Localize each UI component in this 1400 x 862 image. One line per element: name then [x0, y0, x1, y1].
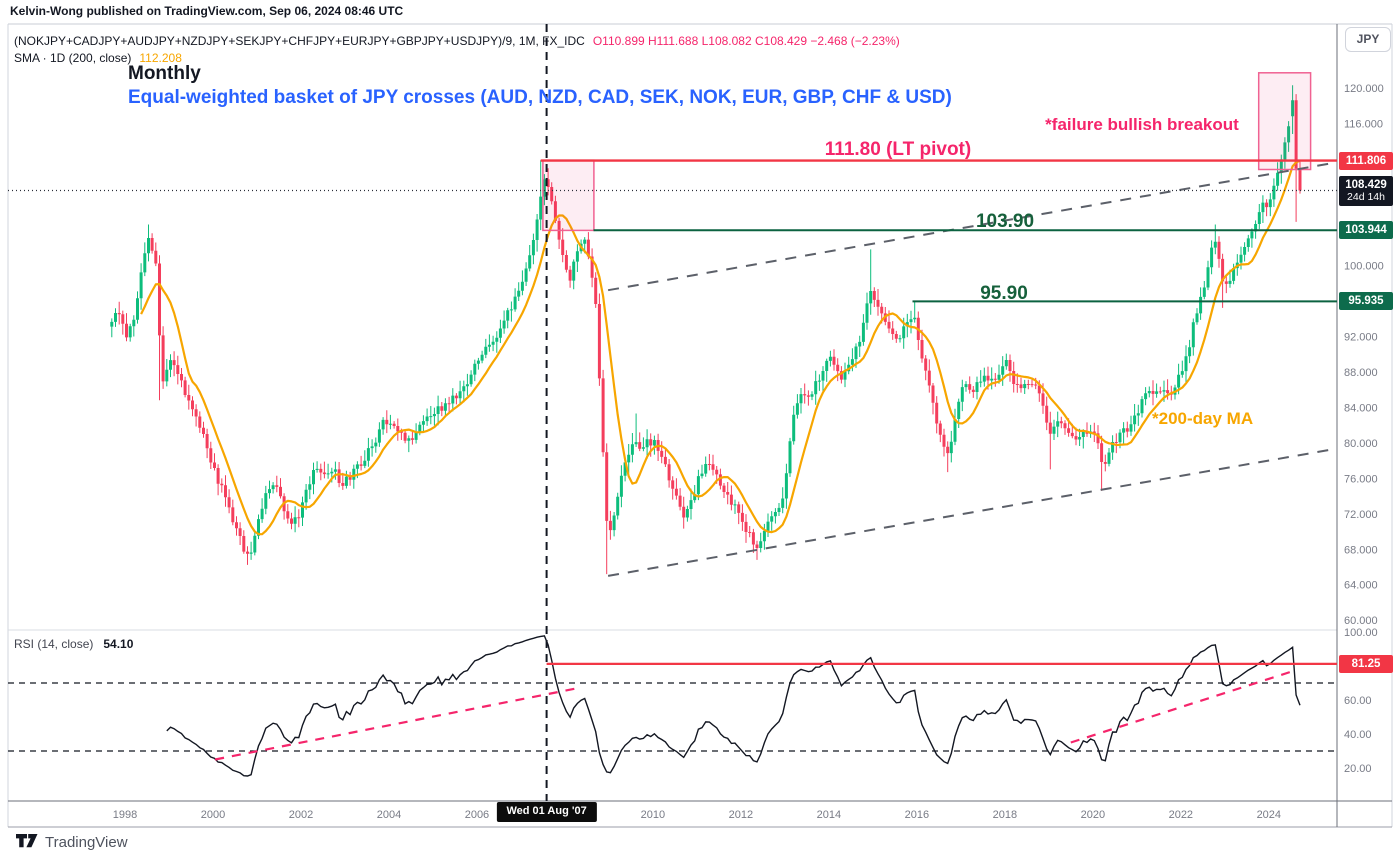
axis-price-badge: 111.806 [1339, 151, 1393, 170]
axis-price-badge: 95.935 [1339, 292, 1393, 311]
price-tick-label: 72.000 [1344, 509, 1378, 521]
annotation-lt-pivot: 111.80 (LT pivot) [824, 139, 972, 160]
published-byline: Kelvin-Wong published on TradingView.com… [10, 4, 404, 18]
price-tick-label: 88.000 [1344, 367, 1378, 379]
symbol-title: (NOKJPY+CADJPY+AUDJPY+NZDJPY+SEKJPY+CHFJ… [14, 34, 585, 48]
year-tick-label: 2014 [817, 809, 841, 821]
price-tick-label: 60.000 [1344, 615, 1378, 627]
year-tick-label: 2016 [905, 809, 929, 821]
rsi-value: 54.10 [103, 637, 134, 651]
annotation-basket-title: Equal-weighted basket of JPY crosses (AU… [128, 87, 952, 108]
axis-price-badge: 108.429 24d 14h [1339, 175, 1393, 206]
symbol-legend: (NOKJPY+CADJPY+AUDJPY+NZDJPY+SEKJPY+CHFJ… [14, 35, 900, 48]
rsi-tick-label: 20.00 [1344, 763, 1372, 775]
time-axis-crosshair-label: Wed 01 Aug '07 [496, 802, 597, 822]
annotation-failure-breakout: *failure bullish breakout [1045, 115, 1239, 134]
tradingview-mark-icon [16, 834, 38, 848]
price-tick-label: 84.000 [1344, 402, 1378, 414]
price-tick-label: 80.000 [1344, 438, 1378, 450]
price-tick-label: 100.000 [1344, 260, 1384, 272]
sma-label: SMA · 1D (200, close) [14, 51, 132, 65]
price-tick-label: 68.000 [1344, 544, 1378, 556]
year-tick-label: 2000 [201, 809, 225, 821]
annotation-level-10390: 103.90 [975, 211, 1035, 232]
year-tick-label: 2024 [1257, 809, 1281, 821]
year-tick-label: 2002 [289, 809, 313, 821]
trendline-dashed [607, 448, 1335, 577]
candlestick-series [110, 85, 1302, 575]
rsi-line [166, 635, 1301, 777]
year-tick-label: 2010 [641, 809, 665, 821]
year-tick-label: 2022 [1169, 809, 1193, 821]
price-tick-label: 116.000 [1344, 118, 1383, 130]
currency-button[interactable]: JPY [1345, 27, 1391, 52]
rsi-label: RSI (14, close) [14, 637, 94, 651]
tradingview-logo-text: TradingView [45, 833, 128, 851]
axis-price-badge: 103.944 [1339, 221, 1393, 240]
highlight-box [1257, 72, 1312, 171]
rsi-tick-label: 100.00 [1344, 627, 1378, 639]
price-tick-label: 120.000 [1344, 83, 1384, 95]
rsi-tick-label: 60.00 [1344, 695, 1372, 707]
year-tick-label: 2012 [729, 809, 753, 821]
tradingview-logo[interactable]: TradingView [16, 834, 128, 851]
axis-price-badge: 81.25 [1339, 654, 1393, 673]
rsi-trendline-dashed [214, 687, 579, 761]
ohlc-values: O110.899 H111.688 L108.082 C108.429 −2.4… [592, 34, 900, 48]
year-tick-label: 1998 [113, 809, 137, 821]
year-tick-label: 2018 [993, 809, 1017, 821]
highlight-box [542, 159, 595, 232]
price-tick-label: 64.000 [1344, 580, 1378, 592]
rsi-legend: RSI (14, close) 54.10 [14, 638, 133, 651]
sma-value: 112.208 [139, 51, 182, 65]
sma-legend: SMA · 1D (200, close) 112.208 [14, 52, 182, 65]
price-tick-label: 76.000 [1344, 473, 1378, 485]
annotation-monthly: Monthly [128, 63, 201, 84]
rsi-tick-label: 40.00 [1344, 729, 1372, 741]
year-tick-label: 2004 [377, 809, 401, 821]
trendline-dashed [607, 162, 1332, 292]
year-tick-label: 2006 [465, 809, 489, 821]
annotation-level-9590: 95.90 [980, 283, 1028, 304]
price-tick-label: 92.000 [1344, 331, 1378, 343]
sma-line [140, 159, 1301, 536]
rsi-trendline-dashed [1070, 670, 1294, 744]
year-tick-label: 2020 [1081, 809, 1105, 821]
annotation-200day-ma: *200-day MA [1152, 409, 1254, 428]
